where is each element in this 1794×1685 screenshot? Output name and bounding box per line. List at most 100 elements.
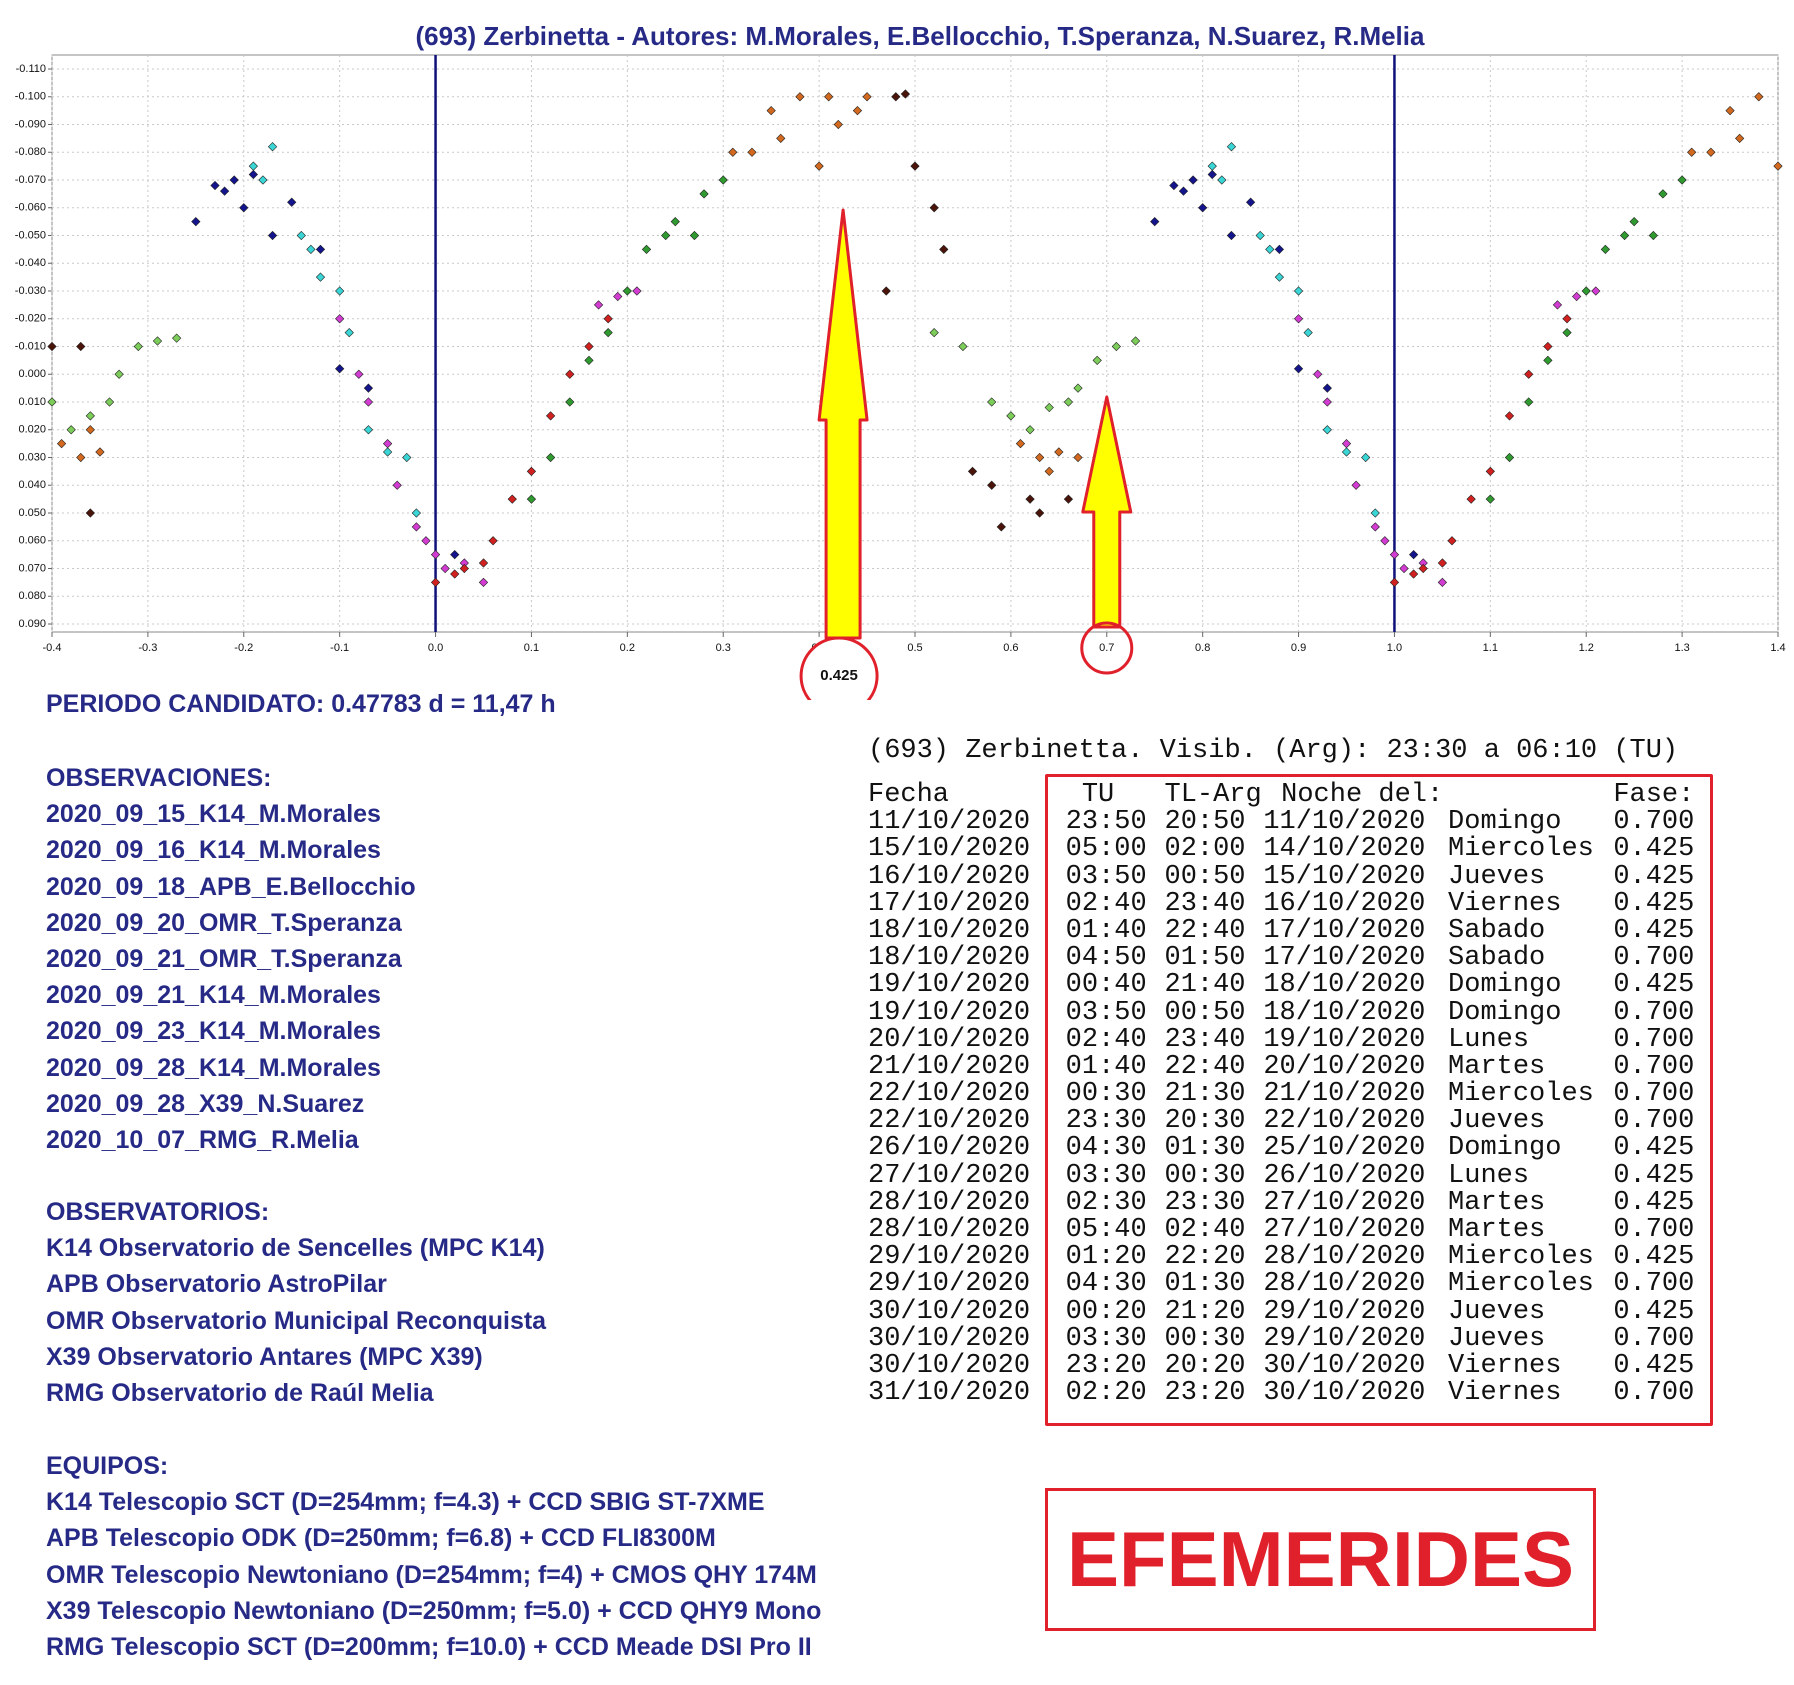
x-tick-label: 1.4: [1770, 642, 1785, 654]
table-cell: 01:20: [1065, 1242, 1147, 1273]
data-point: [1408, 550, 1419, 560]
data-point: [1504, 411, 1515, 421]
data-point: [910, 161, 920, 171]
data-point: [1524, 397, 1534, 407]
table-header: Fecha TU TL-Arg Noche del: Fase:: [868, 781, 1694, 809]
table-cell: 0.425: [1613, 834, 1695, 865]
data-point: [1073, 383, 1083, 393]
table-cell: 20/10/2020: [868, 1024, 1031, 1055]
data-point: [191, 217, 201, 227]
data-point: [392, 480, 402, 490]
y-tick-label: 0.070: [18, 562, 46, 574]
table-frame: [1045, 774, 1713, 1426]
data-point: [766, 106, 776, 116]
data-point: [1274, 244, 1285, 254]
table-cell: 28/10/2020: [1263, 1269, 1426, 1300]
x-tick-label: 0.8: [1195, 642, 1210, 654]
table-cell: 00:20: [1065, 1296, 1147, 1327]
data-point: [219, 186, 230, 196]
table-cell: 18/10/2020: [868, 915, 1031, 946]
data-point: [1687, 147, 1697, 157]
data-point: [76, 452, 86, 463]
data-point: [1255, 230, 1265, 241]
data-point: [114, 369, 124, 379]
list-item: 2020_09_20_OMR_T.Speranza: [46, 908, 402, 937]
x-tick-label: -0.4: [43, 642, 62, 654]
data-point: [565, 369, 575, 379]
table-row: 30/10/2020 00:20 21:20 29/10/2020 Jueves 0.42…: [868, 1296, 1694, 1327]
observatories: OBSERVATORIOS: K14 Observatorio de Sencel…: [46, 1194, 546, 1411]
data-point: [1341, 447, 1352, 457]
data-point: [47, 397, 57, 407]
data-point: [315, 272, 326, 282]
y-tick-label: 0.010: [18, 396, 46, 408]
table-cell: 23:30: [1065, 1106, 1147, 1137]
data-point: [1658, 189, 1668, 199]
y-tick-label: -0.030: [15, 285, 46, 297]
data-point: [1370, 522, 1380, 532]
table-row: 20/10/2020 02:40 23:40 19/10/2020 Lunes 0.700: [868, 1024, 1694, 1055]
data-point: [1044, 402, 1054, 413]
data-point: [1188, 175, 1198, 185]
data-point: [1706, 147, 1716, 157]
table-cell: 27/10/2020: [868, 1160, 1031, 1191]
table-cell: 0.425: [1613, 1187, 1695, 1218]
data-point: [85, 508, 95, 518]
data-point: [172, 333, 182, 343]
table-row: 27/10/2020 03:30 00:30 26/10/2020 Lunes 0.425: [868, 1160, 1694, 1191]
y-tick-label: -0.020: [15, 313, 46, 325]
data-point: [1485, 466, 1495, 476]
table-cell: Domingo: [1448, 807, 1562, 838]
table-cell: 30/10/2020: [868, 1323, 1031, 1354]
table-cell: 19/10/2020: [1263, 1024, 1426, 1055]
table-cell: 21/10/2020: [1263, 1079, 1426, 1110]
annotation-circle: [1080, 621, 1134, 675]
table-cell: Martes: [1448, 1051, 1546, 1082]
data-point: [488, 536, 498, 546]
table-cell: 04:30: [1065, 1269, 1147, 1300]
data-point: [1207, 169, 1217, 180]
data-point: [1322, 397, 1332, 407]
table-cell: 28/10/2020: [868, 1215, 1031, 1245]
table-cell: 0.425: [1613, 1242, 1695, 1273]
data-point: [1619, 230, 1630, 241]
table-row: 15/10/2020 05:00 02:00 14/10/2020 Miercoles 0…: [868, 834, 1694, 865]
table-row: 29/10/2020 01:20 22:20 28/10/2020 Miercoles 0…: [868, 1242, 1694, 1273]
table-cell: 0.700: [1613, 1215, 1695, 1245]
data-point: [1418, 563, 1428, 574]
table-cell: 20/10/2020: [1263, 1051, 1426, 1082]
table-cell: Miercoles: [1448, 1079, 1594, 1110]
data-point: [891, 92, 901, 102]
table-cell: 05:00: [1065, 834, 1147, 865]
data-point: [1035, 452, 1045, 463]
data-point: [565, 397, 575, 407]
x-tick-label: 0.1: [524, 642, 539, 654]
table-cell: 0.700: [1613, 1378, 1695, 1409]
data-point: [526, 494, 537, 504]
data-point: [430, 550, 441, 560]
data-point: [104, 397, 115, 407]
table-cell: 0.700: [1613, 1024, 1695, 1055]
data-point: [1543, 341, 1553, 352]
table-cell: 02:40: [1164, 1215, 1246, 1245]
data-point: [603, 328, 613, 338]
table-cell: 0.425: [1613, 888, 1695, 919]
data-point: [382, 439, 393, 449]
table-cell: 0.700: [1613, 807, 1695, 838]
data-point: [1265, 244, 1275, 254]
ephemeris-table: (693) Zerbinetta. Visib. (Arg): 23:30 a …: [868, 738, 1694, 1409]
arrow: [1081, 395, 1133, 629]
data-point: [421, 536, 431, 546]
table-cell: 25/10/2020: [1263, 1133, 1426, 1164]
data-point: [210, 180, 220, 191]
y-tick-label: 0.080: [18, 590, 46, 602]
table-row: 17/10/2020 02:40 23:40 16/10/2020 Viernes 0.4…: [868, 890, 1694, 918]
data-point: [1399, 563, 1409, 574]
list-item: OMR Telescopio Newtoniano (D=254mm; f=4)…: [46, 1560, 817, 1589]
data-point: [411, 522, 422, 532]
list-title: OBSERVACIONES:: [46, 764, 272, 792]
table-cell: 30/10/2020: [1263, 1378, 1426, 1409]
table-cell: 22:40: [1164, 915, 1246, 946]
table-cell: Jueves: [1448, 1296, 1546, 1327]
table-cell: 15/10/2020: [868, 834, 1031, 865]
